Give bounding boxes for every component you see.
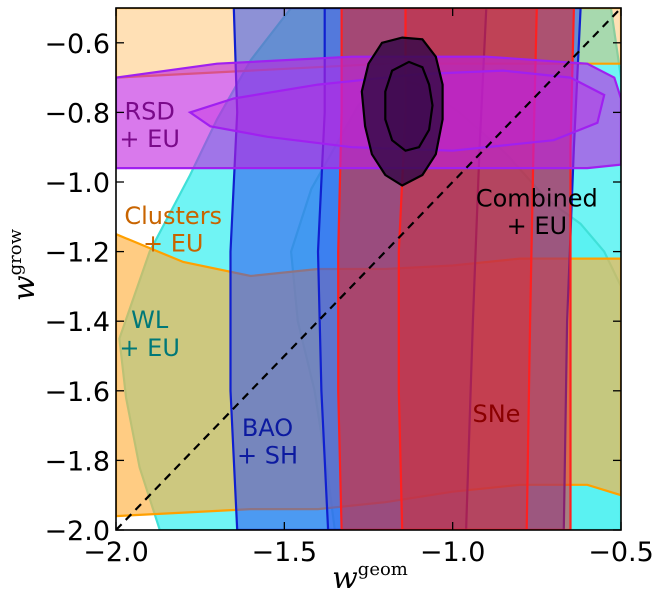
region-combined-eu-inner	[384, 60, 434, 152]
region-combined-eu	[360, 36, 444, 187]
y-tick-label: −0.8	[44, 98, 110, 129]
x-tick-label: −2.0	[83, 537, 149, 568]
annotation-clusters: Clusters + EU	[124, 202, 222, 258]
annotation-combined: Combined + EU	[476, 184, 598, 240]
y-tick-label: −2.0	[44, 516, 110, 547]
annotations: RSD + EU Clusters + EU WL + EU BAO + SH SNe Combi…	[119, 97, 597, 469]
annotation-wl: WL + EU	[119, 306, 179, 362]
annotation-sne: SNe	[472, 400, 520, 428]
y-tick-label: −1.8	[44, 446, 110, 477]
y-tick-label: −1.4	[44, 307, 110, 338]
diagonal-reference-line	[116, 8, 621, 530]
annotation-bao: BAO + SH	[237, 414, 298, 470]
y-tick-label: −1.0	[44, 168, 110, 199]
x-tick-label: −0.5	[588, 537, 654, 568]
y-tick-label: −1.6	[44, 377, 110, 408]
x-tick-label: −1.0	[420, 537, 486, 568]
y-axis-title: wgrow	[5, 228, 42, 301]
x-tick-label: −1.5	[252, 537, 318, 568]
x-axis-title: wgeom	[332, 559, 408, 596]
contour-regions	[116, 8, 621, 530]
axis-ticks: −2.0 −1.5 −1.0 −0.5 −0.6 −0.8 −1.0 −1.2 −1.4 −1.6…	[44, 8, 654, 568]
y-tick-label: −0.6	[44, 29, 110, 60]
y-tick-label: −1.2	[44, 238, 110, 269]
plot-frame	[115, 7, 622, 531]
annotation-rsd: RSD + EU	[119, 97, 179, 153]
